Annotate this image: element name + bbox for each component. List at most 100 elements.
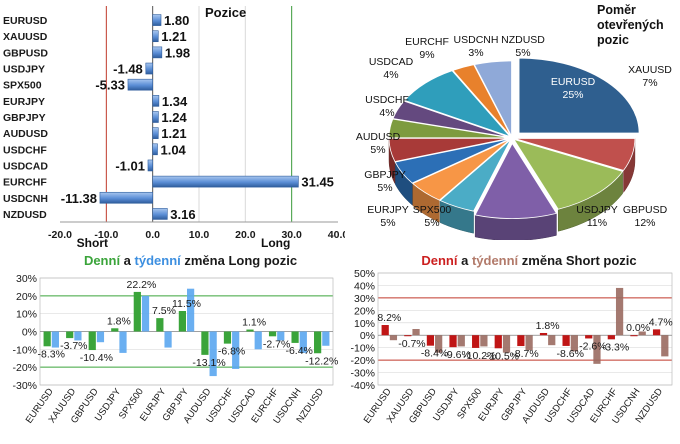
bar-denn--usdcad: [246, 329, 254, 332]
value-label-gbpjpy: 11.5%: [172, 298, 201, 310]
category-label-eurusd: EURUSD: [3, 15, 48, 27]
pie-label-nzdusd: NZDUSD: [501, 34, 545, 46]
value-label-xauusd: -0.7%: [398, 338, 425, 350]
pie-percent-usdjpy: 11%: [587, 217, 607, 229]
y-tick-label: 40%: [354, 280, 375, 292]
value-label-eurjpy: -10.5%: [486, 350, 519, 362]
title-part: změna Long pozic: [181, 253, 297, 268]
value-label-usdcnh: 0.0%: [626, 322, 650, 334]
value-label-nzdusd: 4.7%: [649, 316, 673, 328]
x-tick-label: 40.0: [328, 229, 345, 241]
pie-label-gbpjpy: GBPJPY: [364, 169, 405, 181]
bar-eurusd: [152, 14, 162, 26]
y-tick-label: 20%: [354, 305, 375, 317]
pie-slice-usdcnh: [452, 64, 512, 137]
y-tick-label: 10%: [354, 318, 375, 330]
bar-denn--usdjpy: [449, 335, 457, 348]
bar-denn--audusd: [539, 332, 548, 336]
value-label-eurusd: 1.80: [164, 13, 189, 28]
bar-denn--usdcnh: [291, 331, 299, 343]
bar-t-denn--gbpusd: [96, 331, 105, 343]
y-tick-label: -40%: [350, 380, 375, 392]
pie-title-line: Poměr: [597, 3, 636, 17]
bar-usdchf: [152, 143, 158, 156]
y-tick-label: -30%: [12, 380, 37, 392]
pie-label-gbpusd: GBPUSD: [623, 204, 668, 216]
pie-percent-eurusd: 25%: [562, 89, 583, 101]
bar-t-denn--usdjpy: [457, 335, 465, 347]
value-label-eurjpy: 1.34: [162, 94, 188, 109]
bar-t-denn--gbpjpy: [525, 335, 533, 351]
category-label-xauusd: XAUUSD: [3, 31, 48, 43]
bar-denn--xauusd: [66, 331, 74, 339]
pie-slice-usdchf: [388, 118, 510, 139]
positions-chart: -20.0 -10.0 0.0 10.0 20.0 30.0 40.0 EURUSD 1.80 X…: [0, 0, 345, 250]
value-label-eurchf: -3.3%: [602, 341, 629, 353]
bar-t-denn--usdjpy: [119, 331, 127, 353]
bar-denn--eurchf: [607, 335, 615, 340]
value-label-audusd: 1.8%: [536, 320, 560, 332]
value-label-audusd: -13.1%: [192, 357, 225, 369]
bar-denn--usdchf: [562, 335, 570, 346]
category-label-eurchf: EURCHF: [3, 177, 47, 189]
value-label-eurchf: -2.7%: [263, 338, 290, 350]
pie-title-line: pozic: [597, 33, 629, 47]
pie-percent-eurchf: 9%: [419, 49, 434, 61]
bar-t-denn--usdchf: [570, 335, 578, 352]
value-label-gbpjpy: -8.7%: [511, 348, 538, 360]
bar-t-denn--audusd: [209, 331, 217, 377]
bar-t-denn--usdcnh: [638, 331, 646, 336]
long-change-bar-chart: Denní a týdenní změna Long pozic -30% -20%…: [12, 253, 338, 426]
pie-label-audusd: AUDUSD: [356, 131, 401, 143]
pie-label-eurusd: EURUSD: [551, 76, 596, 88]
chart-title: Denní a týdenní změna Short pozic: [421, 253, 636, 268]
y-tick-label: -10%: [350, 343, 375, 355]
pie-percent-gbpjpy: 5%: [377, 182, 392, 194]
y-tick-label: 20%: [16, 291, 37, 303]
bar-t-denn--eurjpy: [164, 331, 172, 348]
value-label-spx500: 22.2%: [127, 279, 157, 291]
value-label-audusd: 1.21: [161, 126, 186, 141]
title-part: Denní: [84, 253, 121, 268]
bar-t-denn--usdcad: [254, 331, 262, 350]
bar-denn--spx500: [472, 335, 480, 348]
pie-label-xauusd: XAUUSD: [628, 64, 672, 76]
bar-denn--gbpjpy: [517, 335, 525, 347]
pie-slice-eurusd: [518, 57, 640, 134]
bar-eurjpy: [152, 95, 160, 107]
value-label-gbpusd: -8.4%: [421, 348, 448, 360]
title-part: týdenní: [135, 253, 182, 268]
y-tick-label: 50%: [354, 268, 375, 280]
category-label-usdjpy: USDJPY: [3, 64, 45, 76]
bar-t-denn--gbpjpy: [187, 288, 195, 332]
bar-t-denn--usdcnh: [299, 331, 307, 353]
title-part: a: [120, 253, 134, 268]
x-tick-label: 30.0: [281, 229, 302, 241]
pie-slice-audusd: [388, 137, 510, 162]
bar-denn--gbpusd: [426, 335, 435, 346]
value-label-eurusd: -8.3%: [38, 348, 65, 360]
y-tick-label: -10%: [12, 344, 37, 356]
bar-denn--eurjpy: [156, 318, 164, 332]
y-tick-label: 0%: [22, 327, 37, 339]
y-tick-label: -30%: [350, 368, 375, 380]
short-change-bar-chart: Denní a týdenní změna Short pozic -40%-30…: [350, 253, 673, 426]
value-label-usdchf: -8.6%: [557, 348, 584, 360]
bar-t-denn--xauusd: [74, 331, 82, 341]
bar-xauusd: [152, 30, 159, 43]
category-label-eurjpy: EURJPY: [3, 96, 45, 108]
bar-t-denn--eurusd: [51, 331, 59, 348]
value-label-usdjpy: 1.8%: [107, 315, 131, 327]
y-tick-label: 0%: [360, 330, 375, 342]
bar-denn--audusd: [201, 331, 209, 355]
pie-label-spx500: SPX500: [413, 204, 452, 216]
category-label-nzdusd: NZDUSD: [3, 209, 47, 221]
category-label-usdcad: USDCAD: [3, 160, 48, 172]
bar-t-denn--gbpusd: [435, 335, 443, 353]
value-label-eurchf: 31.45: [301, 175, 334, 190]
bar-denn--eurchf: [268, 331, 277, 337]
pie-label-usdchf: USDCHF: [365, 94, 409, 106]
value-label-usdchf: -6.8%: [218, 346, 245, 358]
pie-slice-gbpusd: [513, 138, 624, 210]
value-label-gbpusd: -10.4%: [80, 352, 113, 364]
